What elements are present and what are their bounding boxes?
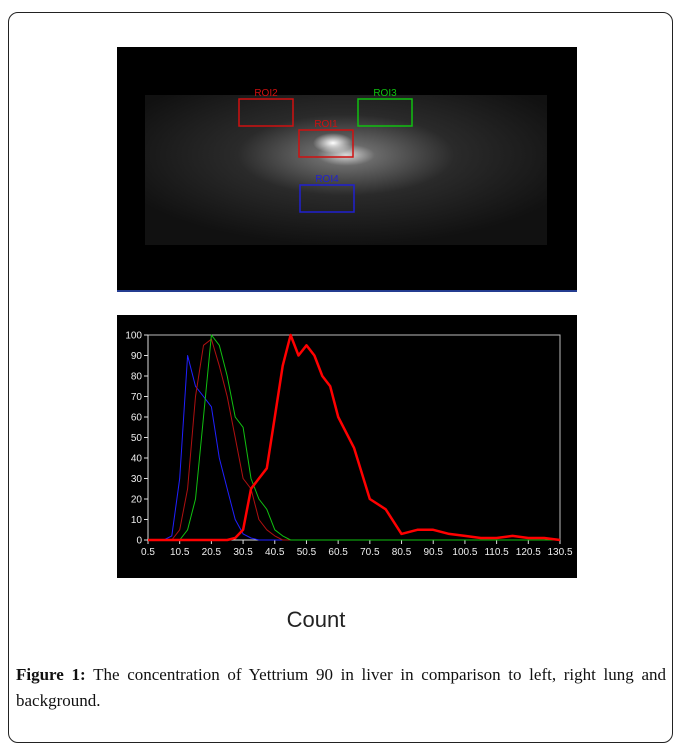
x-tick-label: 130.5 [547,547,572,558]
y-tick-label: 80 [131,372,143,383]
x-tick-label: 100.5 [452,547,477,558]
y-tick-label: 60 [131,413,143,424]
x-tick-label: 110.5 [484,547,509,558]
x-tick-label: 70.5 [360,547,380,558]
x-tick-label: 50.5 [297,547,317,558]
x-tick-label: 40.5 [265,547,285,558]
y-tick-label: 20 [131,495,143,506]
roi-label: ROI2 [254,88,278,99]
x-tick-label: 90.5 [423,547,443,558]
hot-spot [313,133,353,153]
x-tick-label: 60.5 [328,547,348,558]
x-tick-label: 80.5 [392,547,412,558]
y-tick-label: 70 [131,392,143,403]
x-tick-label: 120.5 [516,547,541,558]
chart-background [117,315,577,578]
y-tick-label: 10 [131,515,143,526]
figure-label: Figure 1: [16,665,86,684]
page: ROI2 ROI3 ROI1 ROI4 0 10 20 30 40 50 60 70 80 90 100 0… [0,0,683,753]
roi-label: ROI4 [315,174,339,185]
scan-glow [145,95,547,245]
figure: ROI2 ROI3 ROI1 ROI4 0 10 20 30 40 50 60 70 80 90 100 0… [0,0,683,660]
y-tick-label: 100 [125,331,142,342]
y-tick-label: 50 [131,433,143,444]
roi-label: ROI1 [314,119,338,130]
x-tick-label: 30.5 [233,547,253,558]
caption-text: The concentration of Yettrium 90 in live… [16,665,666,710]
x-tick-label: 0.5 [141,547,155,558]
roi-label: ROI3 [373,88,397,99]
y-tick-label: 30 [131,474,143,485]
axis-label: Count [287,607,346,632]
x-tick-label: 10.5 [170,547,190,558]
x-tick-label: 20.5 [202,547,222,558]
caption: Figure 1: The concentration of Yettrium … [16,662,666,714]
y-tick-label: 40 [131,454,143,465]
y-tick-label: 0 [136,536,142,547]
y-tick-label: 90 [131,351,143,362]
